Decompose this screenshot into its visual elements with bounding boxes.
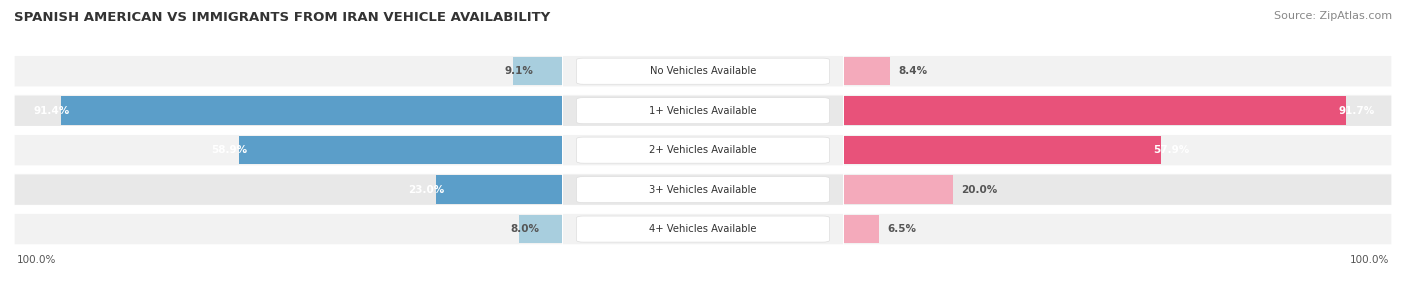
Bar [62,96,562,125]
Bar [239,136,562,164]
Bar [844,136,1161,164]
Text: 91.4%: 91.4% [34,106,69,116]
Text: 1+ Vehicles Available: 1+ Vehicles Available [650,106,756,116]
FancyBboxPatch shape [14,174,562,205]
Bar [436,175,562,204]
Bar [519,215,562,243]
FancyBboxPatch shape [576,137,830,163]
FancyBboxPatch shape [576,58,830,84]
FancyBboxPatch shape [14,95,562,126]
Text: 2+ Vehicles Available: 2+ Vehicles Available [650,145,756,155]
FancyBboxPatch shape [562,213,844,245]
FancyBboxPatch shape [562,134,844,166]
Text: 9.1%: 9.1% [505,66,533,76]
Text: 8.4%: 8.4% [898,66,927,76]
FancyBboxPatch shape [562,55,844,87]
Text: 6.5%: 6.5% [887,224,917,234]
FancyBboxPatch shape [844,174,1392,205]
FancyBboxPatch shape [14,213,562,245]
Text: 58.9%: 58.9% [211,145,247,155]
FancyBboxPatch shape [844,134,1392,166]
FancyBboxPatch shape [576,98,830,124]
Text: 23.0%: 23.0% [408,185,444,194]
Text: 91.7%: 91.7% [1339,106,1375,116]
Bar [844,96,1347,125]
FancyBboxPatch shape [576,216,830,242]
Bar [844,175,953,204]
FancyBboxPatch shape [562,95,844,126]
Text: 8.0%: 8.0% [510,224,540,234]
Text: 100.0%: 100.0% [1350,255,1389,265]
Bar [844,215,879,243]
Text: 57.9%: 57.9% [1153,145,1189,155]
Bar [513,57,562,86]
Text: SPANISH AMERICAN VS IMMIGRANTS FROM IRAN VEHICLE AVAILABILITY: SPANISH AMERICAN VS IMMIGRANTS FROM IRAN… [14,11,550,24]
FancyBboxPatch shape [844,95,1392,126]
Text: 3+ Vehicles Available: 3+ Vehicles Available [650,185,756,194]
Text: 100.0%: 100.0% [17,255,56,265]
FancyBboxPatch shape [562,174,844,205]
Text: 20.0%: 20.0% [962,185,998,194]
FancyBboxPatch shape [14,134,562,166]
FancyBboxPatch shape [14,55,562,87]
FancyBboxPatch shape [844,213,1392,245]
Bar [844,57,890,86]
Text: 4+ Vehicles Available: 4+ Vehicles Available [650,224,756,234]
FancyBboxPatch shape [844,55,1392,87]
Text: No Vehicles Available: No Vehicles Available [650,66,756,76]
Text: Source: ZipAtlas.com: Source: ZipAtlas.com [1274,11,1392,21]
FancyBboxPatch shape [576,176,830,203]
